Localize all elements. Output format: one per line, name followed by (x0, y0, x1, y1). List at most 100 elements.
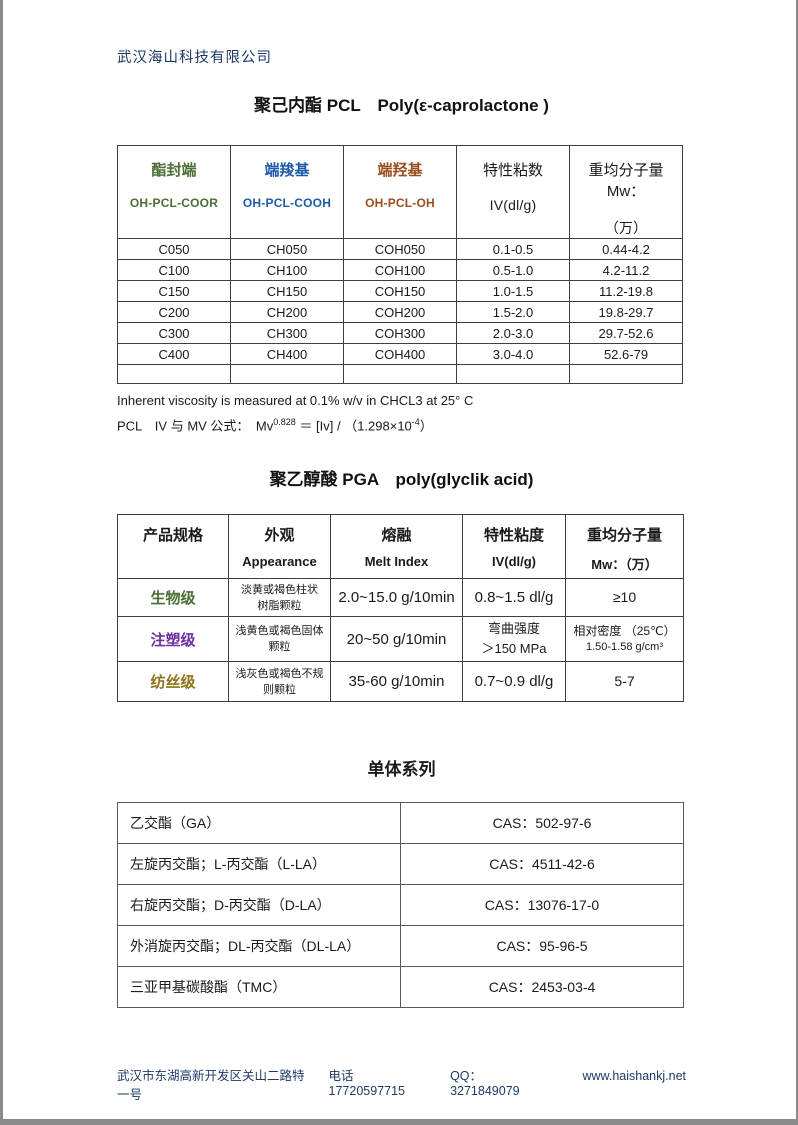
monomer-table: 乙交酯（GA） CAS：502-97-6 左旋丙交酯；L-丙交酯（L-LA） C… (117, 802, 684, 1009)
pga-header-spec: 产品规格 (117, 514, 229, 580)
iv-line: 0.7~0.9 dl/g (474, 672, 554, 690)
monomer-name: 外消旋丙交酯；DL-丙交酯（DL-LA） (117, 925, 401, 968)
pcl-header-viscosity-unit: IV(dl/g) (489, 197, 537, 213)
pga-table: 产品规格 外观 Appearance 熔融 Melt Index 特性粘度 IV… (117, 514, 684, 703)
pcl-header-carboxyl-name: 端羧基 (264, 162, 310, 179)
monomer-cas: CAS：4511-42-6 (400, 843, 684, 886)
pcl-cell: 19.8-29.7 (569, 301, 683, 323)
pcl-cell: CH300 (230, 322, 344, 344)
footer-phone: 电话 17720597715 (328, 1069, 405, 1099)
pcl-cell: 0.1-0.5 (456, 238, 570, 260)
pcl-table-row: C200 CH200 COH200 1.5-2.0 19.8-29.7 (117, 301, 683, 323)
pcl-cell: 11.2-19.8 (569, 280, 683, 302)
pcl-cell: COH150 (343, 280, 457, 302)
monomer-row: 三亚甲基碳酸酯（TMC） CAS：2453-03-4 (117, 966, 684, 1009)
iv-line: ＞150 MPa (481, 641, 547, 657)
pga-appearance-bio: 淡黄或褐色柱状 树脂颗粒 (228, 578, 331, 618)
pcl-cell: 3.0-4.0 (456, 343, 570, 365)
pga-header-appearance-cn: 外观 (264, 527, 295, 545)
pga-header-viscosity-cn: 特性粘度 (483, 527, 544, 545)
appearance-line: 树脂颗粒 (257, 599, 302, 612)
pcl-cell: 0.5-1.0 (456, 259, 570, 281)
pga-header-appearance: 外观 Appearance (228, 514, 331, 580)
pga-header-row: 产品规格 外观 Appearance 熔融 Melt Index 特性粘度 IV… (117, 514, 684, 580)
pcl-cell: COH200 (343, 301, 457, 323)
pga-mw-bio: ≥10 (565, 578, 684, 618)
pga-melt-spinning: 35-60 g/10min (330, 661, 463, 703)
footer-address: 武汉市东湖高新开发区关山二路特一号 (117, 1069, 305, 1103)
monomer-cas: CAS：502-97-6 (400, 802, 684, 845)
pga-header-viscosity-unit: IV(dl/g) (491, 554, 537, 570)
pcl-formula-note: PCL IV 与 MV 公式： Mv0.828 ＝ [Iv] / （1.298×… (117, 413, 686, 435)
pga-mw-spinning: 5-7 (565, 661, 684, 703)
monomer-row: 乙交酯（GA） CAS：502-97-6 (117, 802, 684, 845)
monomer-cas: CAS：95-96-5 (400, 925, 684, 968)
pcl-cell: CH100 (230, 259, 344, 281)
pcl-cell: C100 (117, 259, 231, 281)
iv-line: 0.8~1.5 dl/g (474, 588, 554, 606)
mw-line: 5-7 (614, 673, 635, 690)
pga-header-melt-en: Melt Index (364, 554, 429, 570)
footer-website: www.haishankj.net (582, 1069, 686, 1084)
pga-header-mw-cn: 重均分子量 (586, 527, 662, 545)
monomer-cas: CAS：2453-03-4 (400, 966, 684, 1009)
pcl-cell: 1.0-1.5 (456, 280, 570, 302)
pcl-cell: 0.44-4.2 (569, 238, 683, 260)
page-content: 武汉海山科技有限公司 聚己内酯 PCL Poly(ε-caprolactone … (3, 46, 686, 1103)
monomer-cas: CAS：13076-17-0 (400, 884, 684, 927)
formula-exponent2: -4 (411, 417, 420, 427)
pga-header-spec-label: 产品规格 (142, 527, 203, 545)
pcl-table: 酯封端 OH-PCL-COOR 端羧基 OH-PCL-COOH 端羟基 OH-P… (117, 145, 683, 384)
pcl-header-ester-name: 酯封端 (151, 162, 197, 179)
pcl-header-hydroxyl-name: 端羟基 (377, 162, 423, 179)
pga-appearance-injection: 浅黄色或褐色固体 颗粒 (228, 616, 331, 663)
pcl-header-ester-code: OH-PCL-COOR (129, 196, 219, 210)
monomer-section-title: 单体系列 (367, 760, 436, 780)
pcl-section-title: 聚己内酯 PCL Poly(ε-caprolactone ) (254, 96, 549, 115)
pcl-cell: COH100 (343, 259, 457, 281)
pga-appearance-spinning: 浅灰色或褐色不规 则颗粒 (228, 661, 331, 703)
appearance-line: 浅黄色或褐色固体 (235, 625, 324, 638)
pcl-empty-cell (456, 364, 570, 384)
mw-line: 相对密度 （25℃） (573, 624, 676, 639)
pcl-cell: 52.6-79 (569, 343, 683, 365)
appearance-line: 淡黄或褐色柱状 (241, 583, 318, 596)
pga-header-melt: 熔融 Melt Index (330, 514, 463, 580)
monomer-row: 外消旋丙交酯；DL-丙交酯（DL-LA） CAS：95-96-5 (117, 925, 684, 968)
page-footer: 武汉市东湖高新开发区关山二路特一号 电话 17720597715 QQ：3271… (117, 1065, 686, 1103)
pcl-cell: 2.0-3.0 (456, 322, 570, 344)
pcl-empty-cell (117, 364, 231, 384)
pcl-header-mw-name: 重均分子量 Mw： (588, 162, 664, 200)
pcl-header-mw: 重均分子量 Mw： （万） (569, 145, 683, 239)
pga-row-bio: 生物级 淡黄或褐色柱状 树脂颗粒 2.0~15.0 g/10min 0.8~1.… (117, 578, 684, 618)
pga-iv-spinning: 0.7~0.9 dl/g (462, 661, 566, 703)
pga-header-melt-cn: 熔融 (381, 527, 412, 545)
pcl-cell: CH150 (230, 280, 344, 302)
pcl-header-carboxyl-code: OH-PCL-COOH (242, 196, 332, 210)
pga-row-injection: 注塑级 浅黄色或褐色固体 颗粒 20~50 g/10min 弯曲强度 ＞150 … (117, 616, 684, 663)
pcl-cell: COH300 (343, 322, 457, 344)
pga-header-viscosity: 特性粘度 IV(dl/g) (462, 514, 566, 580)
iv-line: 弯曲强度 (487, 621, 540, 637)
pcl-header-hydroxyl-code: OH-PCL-OH (365, 196, 435, 210)
pga-grade-spinning: 纺丝级 (117, 661, 229, 703)
pcl-table-row: C300 CH300 COH300 2.0-3.0 29.7-52.6 (117, 322, 683, 344)
pga-row-spinning: 纺丝级 浅灰色或褐色不规 则颗粒 35-60 g/10min 0.7~0.9 d… (117, 661, 684, 703)
pcl-table-row: C050 CH050 COH050 0.1-0.5 0.44-4.2 (117, 238, 683, 260)
monomer-name: 乙交酯（GA） (117, 802, 401, 845)
pcl-header-ester: 酯封端 OH-PCL-COOR (117, 145, 231, 239)
pcl-header-viscosity: 特性粘数 IV(dl/g) (456, 145, 570, 239)
appearance-line: 颗粒 (268, 641, 291, 654)
pga-melt-bio: 2.0~15.0 g/10min (330, 578, 463, 618)
pcl-header-hydroxyl: 端羟基 OH-PCL-OH (343, 145, 457, 239)
pcl-cell: C300 (117, 322, 231, 344)
pga-mw-injection: 相对密度 （25℃） 1.50-1.58 g/cm³ (565, 616, 684, 663)
pga-header-appearance-en: Appearance (242, 554, 317, 570)
pcl-table-row: C100 CH100 COH100 0.5-1.0 4.2-11.2 (117, 259, 683, 281)
pga-grade-bio: 生物级 (117, 578, 229, 618)
pcl-header-mw-unit: （万） (604, 220, 648, 236)
formula-mid: ＝ [Iv] / （1.298×10 (295, 418, 412, 434)
monomer-name: 左旋丙交酯；L-丙交酯（L-LA） (117, 843, 401, 886)
pcl-cell: CH400 (230, 343, 344, 365)
